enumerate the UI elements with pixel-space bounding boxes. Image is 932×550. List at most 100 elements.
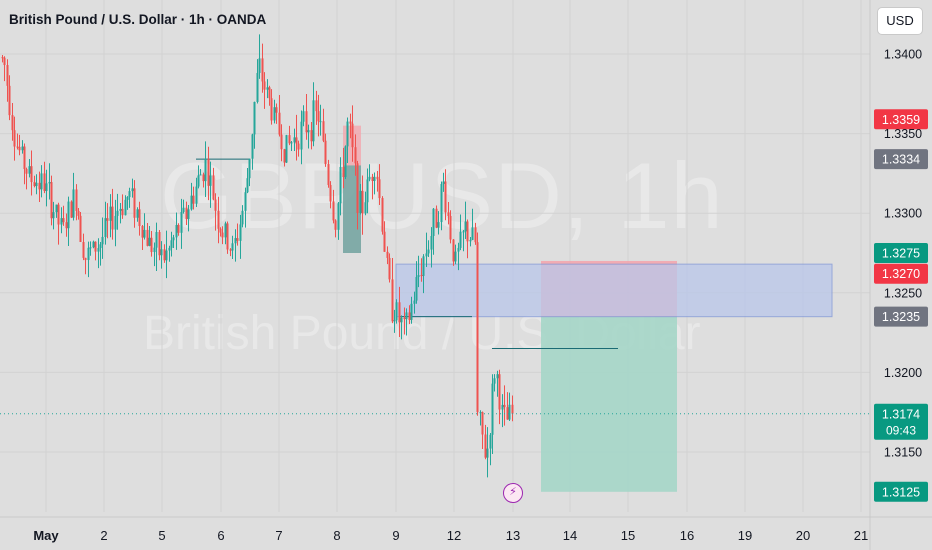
drawings[interactable] xyxy=(196,125,833,492)
candle-body xyxy=(40,173,43,190)
candle-body xyxy=(359,190,362,213)
candle-body xyxy=(371,176,374,182)
x-tick-label: 5 xyxy=(158,528,165,543)
overlays[interactable]: 1.3359 1.3334 1.3275 1.3270 1.3235 1.3125 1.31… xyxy=(0,109,928,502)
candle-body xyxy=(75,189,78,211)
candle-body xyxy=(160,249,163,256)
candle-body xyxy=(114,215,117,230)
candle-body xyxy=(508,404,511,420)
target-zone[interactable] xyxy=(541,316,677,492)
candle-body xyxy=(11,115,14,131)
candle-body xyxy=(481,412,484,435)
candle-body xyxy=(82,242,85,258)
candle-body xyxy=(52,212,55,219)
candle-body xyxy=(344,146,347,178)
candle-body xyxy=(408,312,411,320)
candles xyxy=(1,34,514,478)
candle-body xyxy=(35,182,38,187)
candle-body xyxy=(440,183,443,223)
candle-body xyxy=(23,146,26,170)
candle-body xyxy=(511,404,514,414)
candle-body xyxy=(124,199,127,216)
candle-body xyxy=(395,302,398,321)
candle-body xyxy=(339,166,342,204)
candle-body xyxy=(366,179,369,203)
candle-body xyxy=(195,186,198,204)
candle-body xyxy=(459,231,462,248)
candle-body xyxy=(231,243,234,251)
candle-body xyxy=(60,218,63,225)
candle-body xyxy=(221,232,224,238)
price-badge-stop[interactable]: 1.3359 xyxy=(874,109,928,130)
x-tick-label: May xyxy=(33,528,59,543)
candle-body xyxy=(317,111,320,122)
price-badge-entry[interactable]: 1.3270 xyxy=(874,263,928,284)
candle-body xyxy=(87,247,90,261)
candle-body xyxy=(413,300,416,304)
candle-body xyxy=(491,383,494,435)
candle-body xyxy=(489,434,492,449)
candle-body xyxy=(403,317,406,320)
candle-body xyxy=(444,181,447,213)
price-badge-entry_high[interactable]: 1.3275 xyxy=(874,243,928,263)
candle-body xyxy=(432,208,435,236)
last-price-badge[interactable]: 1.3174 09:43 xyxy=(874,403,928,440)
candle-body xyxy=(415,276,418,301)
candle-body xyxy=(430,235,433,250)
candle-body xyxy=(99,244,102,249)
supply-zone[interactable] xyxy=(395,263,833,318)
price-badge-level_a[interactable]: 1.3334 xyxy=(874,149,928,170)
candle-body xyxy=(469,239,472,242)
candle-body xyxy=(378,179,381,199)
candle-body xyxy=(62,218,65,223)
candle-body xyxy=(168,247,171,251)
candle-body xyxy=(400,317,403,323)
candle-body xyxy=(18,146,21,151)
x-tick-label: 14 xyxy=(563,528,577,543)
x-tick-label: 2 xyxy=(100,528,107,543)
candle-body xyxy=(6,65,9,86)
candle-body xyxy=(3,57,6,66)
candle-body xyxy=(150,237,153,253)
price-badge-label: 1.3125 xyxy=(882,485,920,499)
candle-body xyxy=(133,188,136,218)
candle-body xyxy=(212,175,215,200)
candle-body xyxy=(204,158,207,182)
candle-body xyxy=(197,175,200,187)
candle-body xyxy=(79,215,82,243)
price-badge-label: 1.3275 xyxy=(882,247,920,261)
candle-body xyxy=(177,224,180,233)
candle-body xyxy=(185,207,188,219)
candle-body xyxy=(368,176,371,180)
symbol-title[interactable]: British Pound / U.S. Dollar · 1h · OANDA xyxy=(9,12,267,27)
candle-body xyxy=(209,175,212,186)
grid xyxy=(0,0,870,512)
candle-body xyxy=(486,448,489,458)
candle-body xyxy=(383,231,386,252)
candle-body xyxy=(45,183,48,192)
candle-body xyxy=(293,137,296,143)
lightning-icon[interactable]: ⚡ xyxy=(503,483,523,503)
last-price-label: 1.3174 xyxy=(882,407,920,421)
candle-body xyxy=(283,149,286,163)
x-tick-label: 21 xyxy=(854,528,868,543)
candle-body xyxy=(329,184,332,202)
candle-body xyxy=(25,169,28,174)
candle-body xyxy=(253,101,256,135)
candle-body xyxy=(266,87,269,90)
candle-body xyxy=(263,81,266,90)
candle-body xyxy=(506,407,509,420)
candle-body xyxy=(28,166,31,174)
price-badge-zone_low[interactable]: 1.3235 xyxy=(874,306,928,327)
candle-body xyxy=(391,279,394,322)
candle-body xyxy=(155,232,158,248)
currency-button[interactable]: USD xyxy=(877,7,923,35)
candle-body xyxy=(224,223,227,238)
candle-body xyxy=(332,201,335,221)
candle-body xyxy=(116,210,119,216)
price-badge-target[interactable]: 1.3125 xyxy=(874,481,928,502)
candle-body xyxy=(503,404,506,408)
